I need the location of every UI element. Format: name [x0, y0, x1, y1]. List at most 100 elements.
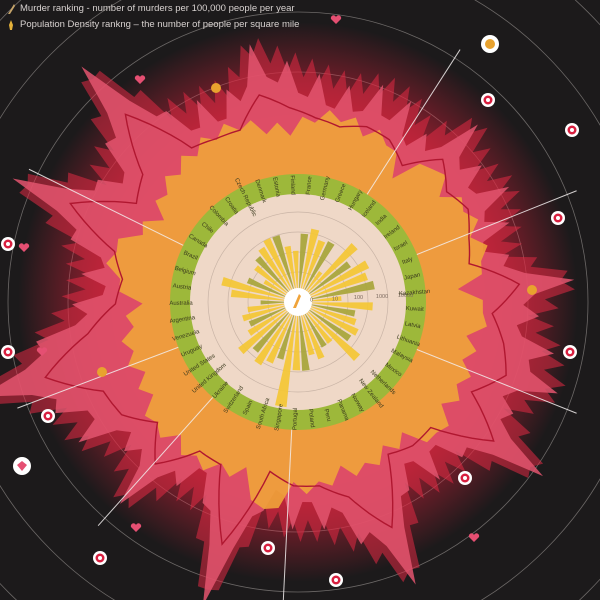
density-wedge [305, 305, 359, 336]
target-icon-dot [556, 216, 560, 220]
heart-icon [130, 523, 142, 532]
heart-icon [18, 243, 30, 252]
density-wedge [252, 308, 293, 353]
country-label: France [306, 175, 314, 195]
country-label: Latvia [404, 321, 422, 330]
density-wedge [305, 260, 370, 299]
target-icon-dot [570, 128, 574, 132]
center-icon [293, 294, 301, 308]
density-wedge [258, 246, 294, 296]
density-wedge [303, 243, 358, 297]
density-wedge [303, 307, 361, 362]
country-label: Australia [169, 301, 193, 307]
country-label: Portugal [292, 408, 299, 430]
axis-tick-label: 0 [310, 297, 313, 303]
density-wedge [254, 308, 294, 366]
density-wedge [305, 272, 368, 300]
density-wedge [275, 309, 297, 408]
heart-icon [36, 347, 48, 356]
money-bag-icon [97, 367, 107, 377]
density-wedge [238, 307, 292, 355]
country-label: Belgium [174, 266, 197, 278]
inner-disc: 0 10 100 1000 10000 [170, 174, 426, 430]
country-label: Kazakhstan [399, 289, 431, 297]
country-label: Germany [320, 176, 332, 201]
country-label: Kuwait [406, 306, 425, 313]
density-wedge [305, 280, 375, 301]
target-icon-dot [46, 414, 50, 418]
axis-tick-label: 10 [332, 296, 338, 302]
density-wedge [266, 309, 295, 364]
density-wedge [230, 289, 291, 301]
country-label: Austria [172, 283, 192, 291]
density-wedge [298, 233, 309, 295]
target-icon-dot [486, 98, 490, 102]
country-label: Peru [322, 408, 331, 422]
axis-tick-label: 1000 [376, 294, 388, 300]
target-icon-dot [334, 578, 338, 582]
density-wedge [247, 303, 291, 313]
density-wedge [263, 237, 295, 295]
density-wedge [299, 228, 320, 295]
country-label: Finland [289, 175, 296, 195]
density-wedge [305, 296, 342, 302]
density-wedge [260, 300, 291, 305]
density-wedge [300, 309, 315, 356]
density-wedge [221, 277, 291, 300]
density-wedge [305, 302, 373, 311]
knife-icon [6, 2, 16, 14]
money-bag-icon [211, 83, 221, 93]
density-wedge [284, 245, 297, 295]
density-wedge [301, 309, 325, 360]
murder-line [44, 94, 521, 546]
axis-tick-label: 100 [354, 295, 363, 301]
country-label: Singapore [274, 403, 284, 432]
country-label: Japan [404, 272, 421, 281]
density-wedge [247, 306, 292, 336]
country-label: Italy [402, 257, 414, 266]
target-icon-dot [98, 556, 102, 560]
target-icon-dot [463, 476, 467, 480]
money-bag-icon [527, 285, 537, 295]
target-icon-dot [266, 546, 270, 550]
axis-tick-label: 10000 [398, 293, 413, 299]
legend-label-murder: Murder ranking - number of murders per 1… [20, 2, 295, 14]
bag-badge-inner [485, 39, 495, 49]
density-wedge [304, 261, 351, 298]
target-icon-dot [568, 350, 572, 354]
density-wedge [272, 235, 296, 295]
density-wedge [242, 304, 291, 322]
density-wedge [292, 250, 299, 295]
density-wedge [305, 304, 357, 326]
grid-ring [7, 11, 589, 593]
density-wedge [263, 279, 292, 298]
heart-icon [468, 533, 480, 542]
inner-grid-ring [207, 211, 389, 393]
target-icon-dot [6, 242, 10, 246]
density-wedge [277, 309, 296, 360]
country-label: Poland [307, 409, 315, 428]
legend: Murder ranking - number of murders per 1… [6, 0, 299, 32]
density-wedge [305, 303, 356, 317]
country-label: Estonia [271, 177, 281, 198]
legend-label-density: Population Density rankng – the number o… [20, 18, 300, 30]
people-icon [6, 18, 16, 30]
density-wedge [255, 255, 293, 297]
density-wedge [302, 308, 327, 348]
density-wedge [246, 277, 291, 299]
target-icon-dot [6, 350, 10, 354]
density-wedge [292, 309, 301, 371]
density-wedge [301, 241, 335, 296]
legend-item-murder: Murder ranking - number of murders per 1… [6, 0, 299, 16]
density-wedge [302, 308, 333, 344]
density-wedge [298, 309, 310, 371]
legend-item-density: Population Density rankng – the number o… [6, 16, 299, 32]
density-wedge [300, 239, 326, 295]
heart-icon [330, 15, 342, 24]
heart-badge-inner [17, 461, 27, 471]
country-label: Argentina [169, 315, 196, 325]
density-wedge [248, 305, 291, 327]
inner-grid-ring [227, 231, 369, 373]
country-label: Brazil [182, 250, 198, 261]
